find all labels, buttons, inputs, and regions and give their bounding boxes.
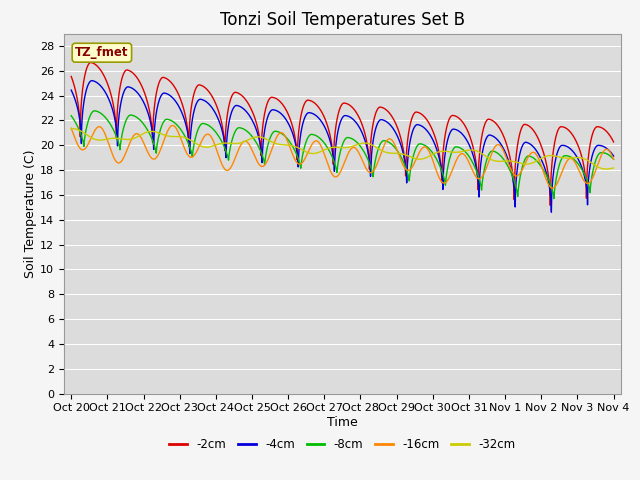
X-axis label: Time: Time bbox=[327, 416, 358, 429]
Legend: -2cm, -4cm, -8cm, -16cm, -32cm: -2cm, -4cm, -8cm, -16cm, -32cm bbox=[164, 433, 520, 456]
Title: Tonzi Soil Temperatures Set B: Tonzi Soil Temperatures Set B bbox=[220, 11, 465, 29]
Text: TZ_fmet: TZ_fmet bbox=[75, 46, 129, 59]
Y-axis label: Soil Temperature (C): Soil Temperature (C) bbox=[24, 149, 37, 278]
